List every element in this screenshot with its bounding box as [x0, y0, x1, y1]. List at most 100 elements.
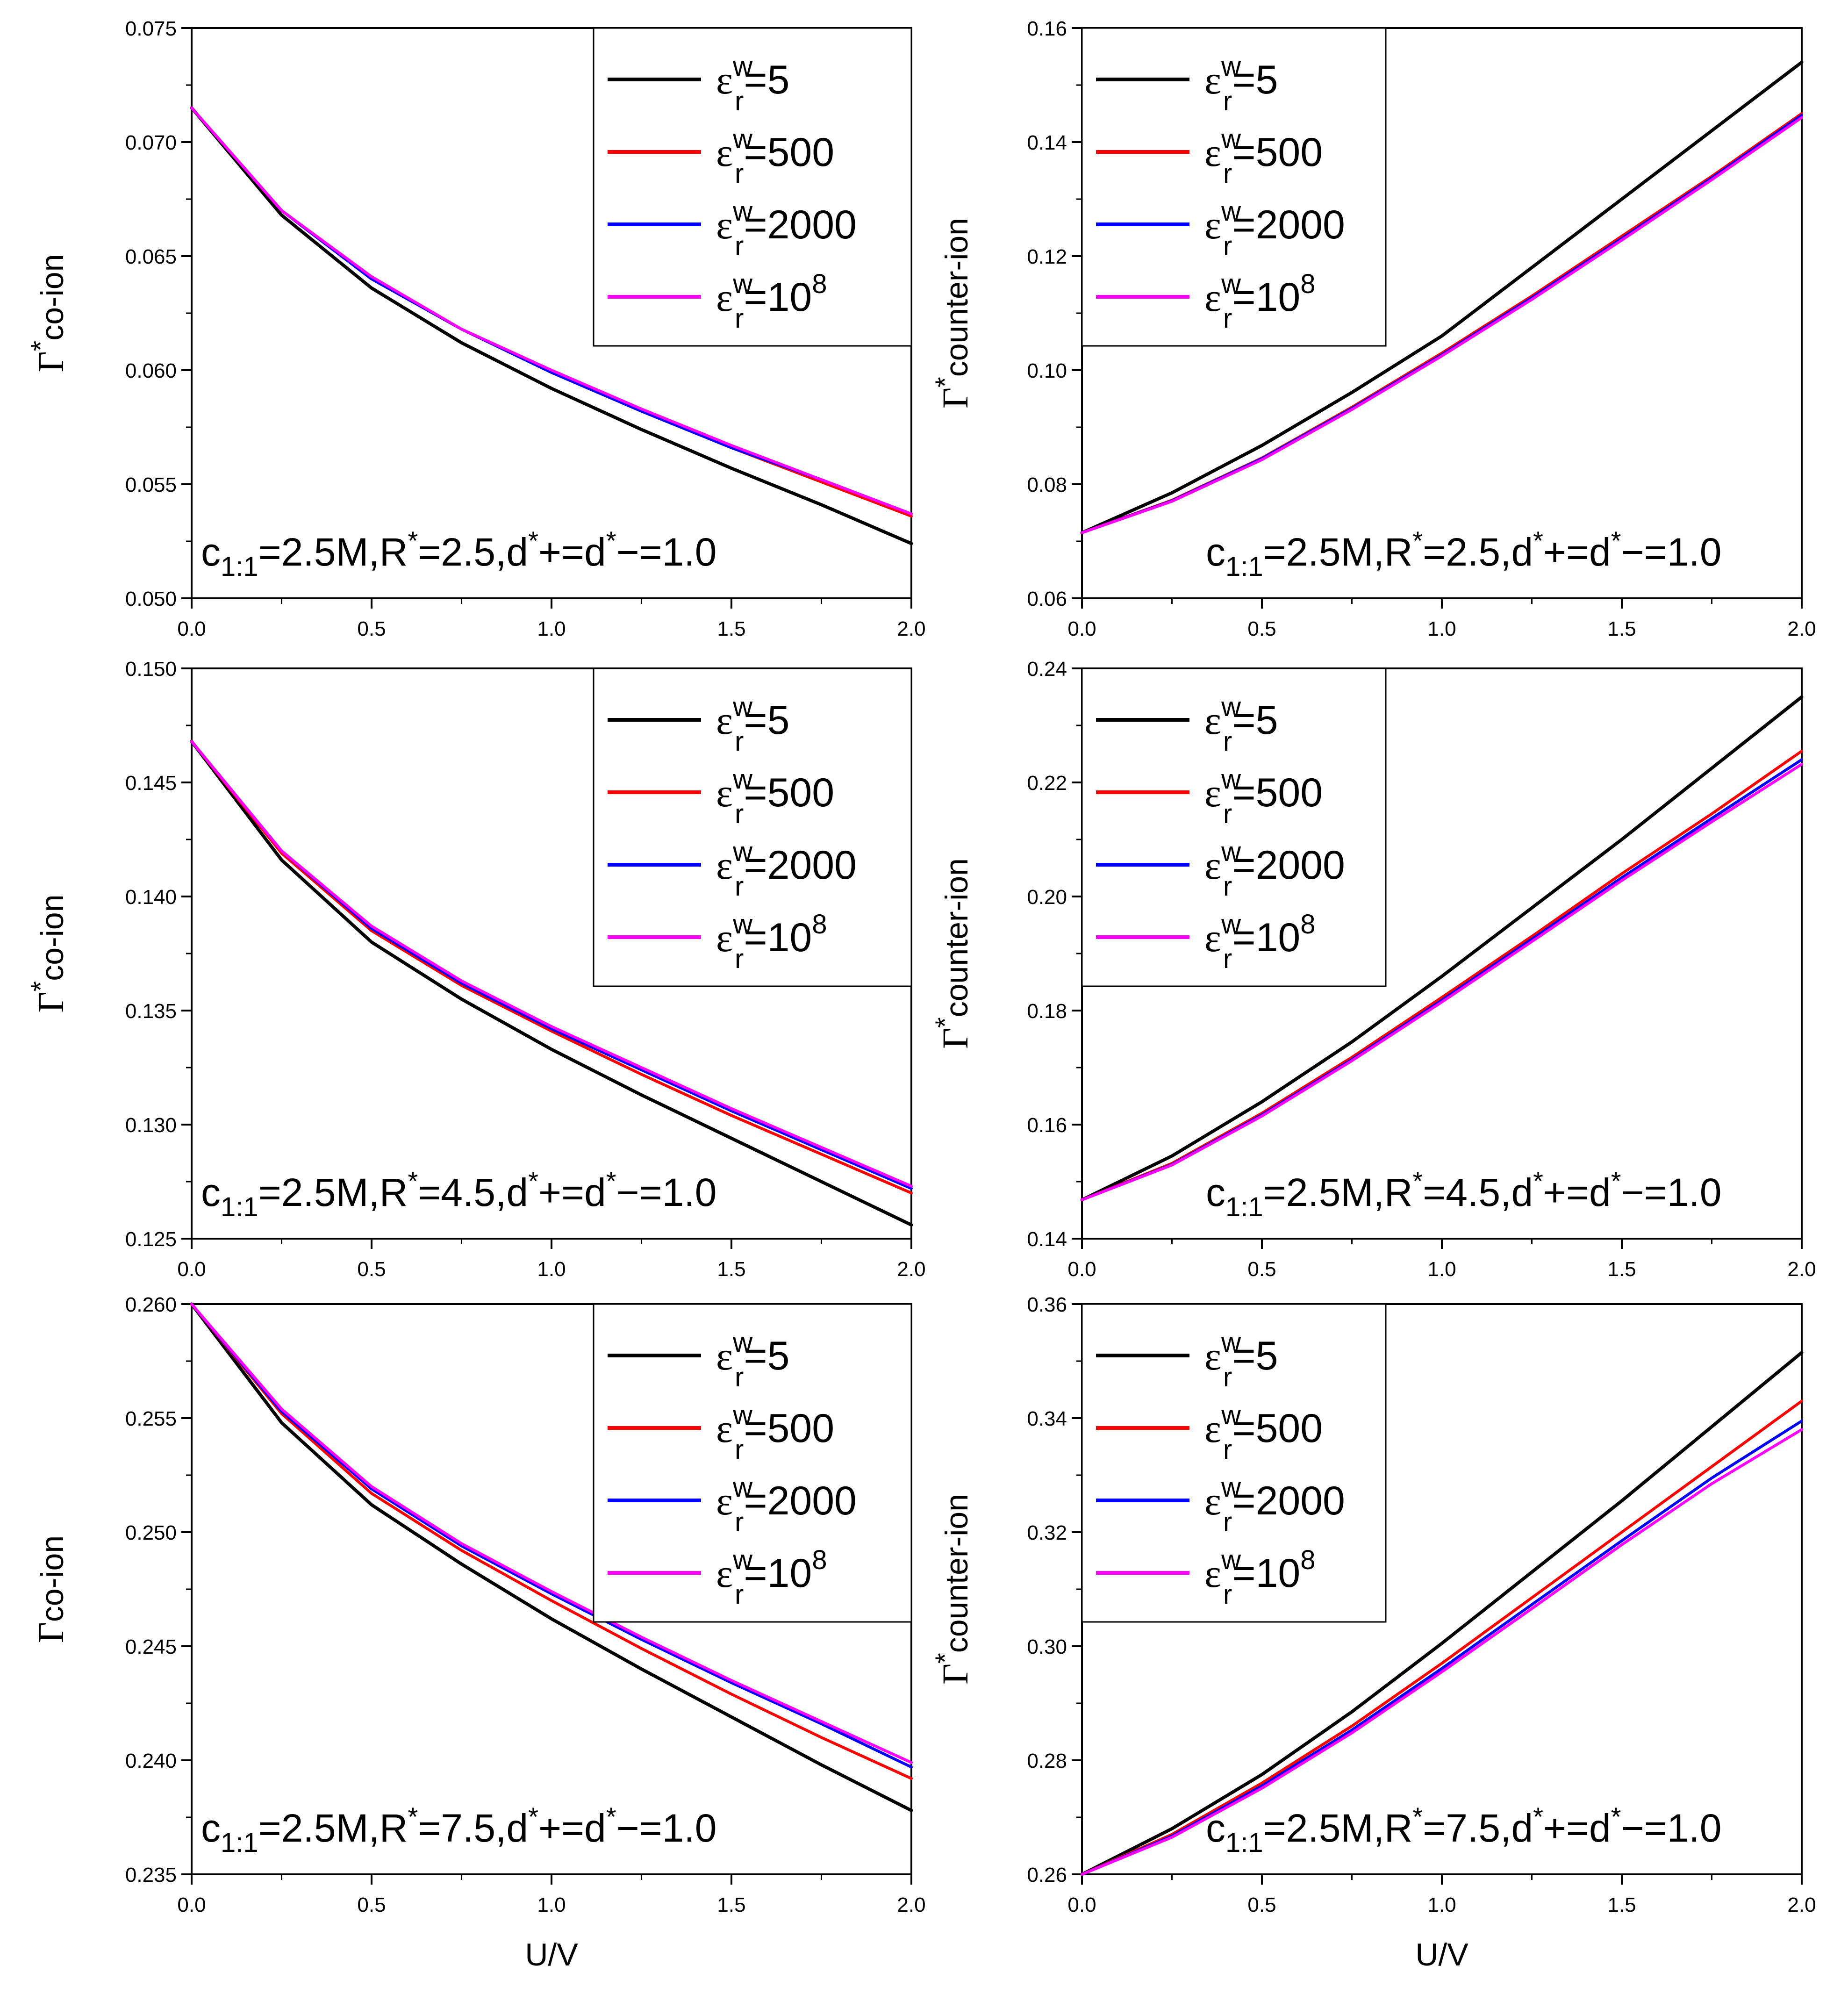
y-tick-label: 0.08 — [1027, 473, 1067, 496]
x-tick-label: 1.5 — [717, 1893, 745, 1916]
y-tick-label: 0.34 — [1027, 1407, 1067, 1430]
series-line-2 — [190, 740, 913, 1195]
chart-panel-bottom-right: 0.0 0.5 1.0 1.5 2.0 0.26 0.28 0.30 0.32 0.34 0.36 Γ… — [930, 1293, 1816, 1972]
y-tick-label: 0.075 — [125, 17, 177, 40]
y-tick-label: 0.12 — [1027, 245, 1067, 268]
series-line-1 — [1080, 1351, 1804, 1876]
legend-label-4: εw r=108 — [716, 909, 827, 974]
y-axis-label: Γ*co-ion — [26, 895, 71, 1013]
x-tick-label: 0.5 — [1247, 617, 1276, 640]
legend-label-1: εw r=5 — [1204, 1327, 1278, 1392]
y-tick-label: 0.065 — [125, 245, 177, 268]
chart-panel-top-right: 0.0 0.5 1.0 1.5 2.0 0.06 0.08 0.10 0.12 0.14 0.16 Γ… — [930, 17, 1816, 640]
y-tick-label: 0.260 — [125, 1293, 177, 1316]
y-tick-label: 0.240 — [125, 1750, 177, 1772]
x-tick-label: 1.0 — [537, 1258, 566, 1281]
series-line-2 — [190, 1303, 913, 1780]
legend: εw r=5 εw r=500 εw r=2000 εw r=108 — [1081, 667, 1387, 987]
annotation: c1:1=2.5M,R*=4.5,d*+=d*−=1.0 — [201, 1166, 716, 1222]
series-line-4 — [1081, 763, 1803, 1201]
y-tick-label: 0.14 — [1027, 131, 1067, 154]
legend-label-1: εw r=5 — [716, 51, 789, 116]
legend-label-2: εw r=500 — [1204, 764, 1323, 829]
legend-label-4: εw r=108 — [1204, 1545, 1316, 1610]
x-tick-label: 1.0 — [1427, 1258, 1456, 1281]
legend-label-1: εw r=5 — [1204, 51, 1278, 116]
y-tick-label: 0.135 — [125, 1000, 177, 1023]
annotation: c1:1=2.5M,R*=4.5,d*+=d*−=1.0 — [1206, 1166, 1721, 1222]
x-tick-label: 1.0 — [537, 617, 566, 640]
series-line-4 — [190, 106, 913, 516]
legend-label-2: εw r=500 — [716, 764, 834, 829]
series-line-4 — [190, 740, 913, 1188]
chart-panel-middle-left: 0.0 0.5 1.0 1.5 2.0 0.125 0.130 0.135 0.140 0.145… — [26, 658, 926, 1281]
annotation: c1:1=2.5M,R*=2.5,d*+=d*−=1.0 — [1206, 526, 1721, 582]
x-tick-label: 0.0 — [177, 1893, 206, 1916]
x-tick-label: 2.0 — [1787, 617, 1816, 640]
x-tick-label: 1.5 — [717, 1258, 745, 1281]
legend-label-2: εw r=500 — [716, 124, 834, 189]
x-tick-label: 1.0 — [537, 1893, 566, 1916]
legend-label-1: εw r=5 — [716, 692, 789, 757]
y-tick-label: 0.150 — [125, 658, 177, 681]
legend-label-2: εw r=500 — [1204, 124, 1323, 189]
legend-label-4: εw r=108 — [1204, 909, 1316, 974]
x-tick-label: 0.0 — [1067, 1258, 1096, 1281]
series-line-4 — [190, 1303, 913, 1764]
chart-panel-top-left: 0.0 0.5 1.0 1.5 2.0 0.050 0.055 0.060 0.065 0.070… — [26, 17, 926, 640]
legend-label-3: εw r=2000 — [1204, 837, 1345, 902]
series-line-4 — [1081, 116, 1803, 534]
series-line-1 — [190, 739, 913, 1227]
y-tick-label: 0.050 — [125, 588, 177, 610]
y-tick-label: 0.30 — [1027, 1635, 1067, 1658]
legend-label-4: εw r=108 — [716, 269, 827, 334]
x-axis-label: U/V — [1415, 1937, 1468, 1972]
y-tick-label: 0.250 — [125, 1521, 177, 1544]
legend: εw r=5 εw r=500 εw r=2000 εw r=108 — [1081, 27, 1387, 347]
x-tick-label: 0.0 — [1067, 617, 1096, 640]
y-axis-label: Γ*co-ion — [26, 254, 71, 373]
legend-label-2: εw r=500 — [716, 1400, 834, 1465]
legend-label-1: εw r=5 — [1204, 692, 1278, 757]
x-tick-label: 1.0 — [1427, 617, 1456, 640]
x-tick-label: 2.0 — [897, 617, 925, 640]
y-tick-label: 0.130 — [125, 1114, 177, 1137]
legend-label-3: εw r=2000 — [716, 837, 857, 902]
series-line-2 — [1081, 1399, 1803, 1876]
x-tick-label: 1.0 — [1427, 1893, 1456, 1916]
legend-label-4: εw r=108 — [1204, 269, 1316, 334]
x-tick-label: 2.0 — [1787, 1893, 1816, 1916]
y-tick-label: 0.36 — [1027, 1293, 1067, 1316]
legend: εw r=5 εw r=500 εw r=2000 εw r=108 — [593, 1303, 912, 1623]
series-line-1 — [190, 1302, 913, 1812]
chart-panel-middle-right: 0.0 0.5 1.0 1.5 2.0 0.14 0.16 0.18 0.20 0.22 0.24 Γ… — [930, 658, 1816, 1281]
y-tick-label: 0.140 — [125, 886, 177, 909]
legend-label-2: εw r=500 — [1204, 1400, 1323, 1465]
x-tick-label: 1.5 — [717, 617, 745, 640]
y-tick-label: 0.245 — [125, 1635, 177, 1658]
y-tick-label: 0.16 — [1027, 1114, 1067, 1137]
chart-panel-bottom-left: 0.0 0.5 1.0 1.5 2.0 0.235 0.240 0.245 0.250 0.255… — [30, 1293, 926, 1972]
y-tick-label: 0.20 — [1027, 886, 1067, 909]
y-axis-label: Γco-ion — [30, 1535, 71, 1643]
y-tick-label: 0.24 — [1027, 658, 1067, 681]
y-tick-label: 0.235 — [125, 1864, 177, 1886]
y-tick-label: 0.32 — [1027, 1521, 1067, 1544]
y-axis-label: Γ*counter-ion — [930, 858, 975, 1049]
y-tick-label: 0.070 — [125, 131, 177, 154]
y-axis-label: Γ*counter-ion — [930, 218, 975, 409]
y-tick-label: 0.28 — [1027, 1750, 1067, 1772]
y-tick-label: 0.06 — [1027, 588, 1067, 610]
legend-label-3: εw r=2000 — [716, 196, 857, 261]
series-line-3 — [190, 1303, 913, 1769]
annotation: c1:1=2.5M,R*=7.5,d*+=d*−=1.0 — [1206, 1802, 1721, 1858]
legend-label-3: εw r=2000 — [1204, 196, 1345, 261]
y-tick-label: 0.125 — [125, 1228, 177, 1251]
x-tick-label: 0.0 — [177, 1258, 206, 1281]
x-tick-label: 0.5 — [1247, 1893, 1276, 1916]
y-tick-label: 0.16 — [1027, 17, 1067, 40]
x-tick-label: 0.5 — [357, 1258, 386, 1281]
legend-label-4: εw r=108 — [716, 1545, 827, 1610]
x-tick-label: 0.5 — [357, 1893, 386, 1916]
y-tick-label: 0.10 — [1027, 359, 1067, 382]
